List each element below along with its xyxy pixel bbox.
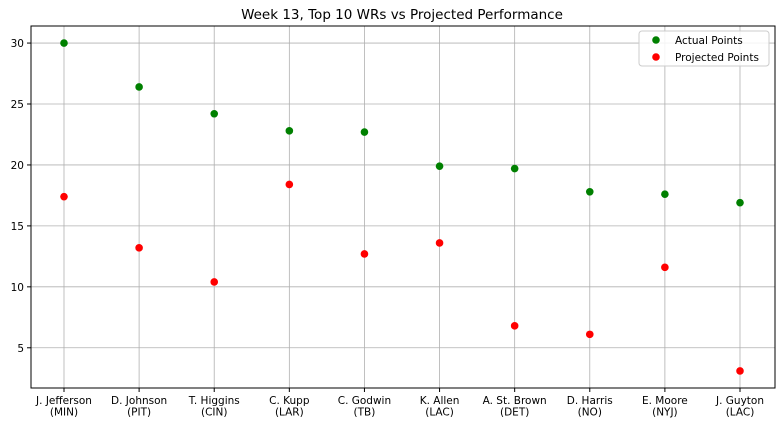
y-axis: 5 10 15 20 25 30 [11, 38, 31, 355]
projected-point [736, 367, 744, 375]
data-points [60, 39, 744, 375]
xtick-label: D. Johnson (PIT) [111, 395, 167, 419]
actual-point [661, 190, 669, 199]
chart-title: Week 13, Top 10 WRs vs Projected Perform… [241, 7, 563, 23]
xtick-label: D. Harris (NO) [567, 395, 613, 419]
xtick-label: J. Guyton (LAC) [715, 395, 764, 419]
xtick-label: E. Moore (NYJ) [642, 395, 688, 419]
projected-point [435, 239, 444, 247]
xtick-label: C. Kupp (LAR) [269, 395, 310, 419]
legend-marker [652, 53, 660, 61]
projected-point [60, 192, 68, 201]
actual-point [60, 39, 68, 47]
xtick-label: K. Allen (LAC) [420, 395, 460, 419]
projected-point [661, 263, 669, 272]
projected-point [360, 250, 369, 258]
actual-point [135, 83, 143, 91]
xtick-label: C. Godwin (TB) [338, 395, 391, 419]
legend-label: Actual Points [675, 35, 743, 47]
projected-point [285, 180, 294, 189]
ytick-label: 15 [11, 221, 24, 233]
ytick-label: 20 [11, 160, 24, 172]
actual-point [210, 109, 219, 118]
ytick-label: 25 [11, 99, 24, 111]
legend-box [638, 30, 770, 67]
actual-point [510, 164, 519, 173]
ytick-label: 5 [17, 343, 24, 355]
ytick-label: 10 [11, 282, 24, 294]
grid [31, 26, 775, 388]
projected-point [585, 330, 594, 339]
legend: Actual Points Projected Points [638, 30, 770, 67]
projected-point [510, 322, 519, 330]
actual-point [285, 127, 294, 135]
actual-point [435, 162, 444, 170]
projected-point [135, 244, 143, 252]
x-axis: J. Jefferson (MIN) D. Johnson (PIT) T. Higgi… [35, 388, 764, 419]
legend-marker [652, 36, 660, 44]
xtick-label: J. Jefferson (MIN) [35, 395, 92, 419]
legend-label: Projected Points [675, 52, 759, 64]
actual-point [585, 187, 594, 196]
plot-frame [30, 25, 776, 389]
actual-point [360, 128, 369, 136]
actual-point [736, 198, 744, 207]
xtick-label: A. St. Brown (DET) [483, 395, 547, 419]
ytick-label: 30 [11, 38, 24, 50]
xtick-label: T. Higgins (CIN) [188, 395, 240, 419]
projected-point [210, 278, 219, 286]
